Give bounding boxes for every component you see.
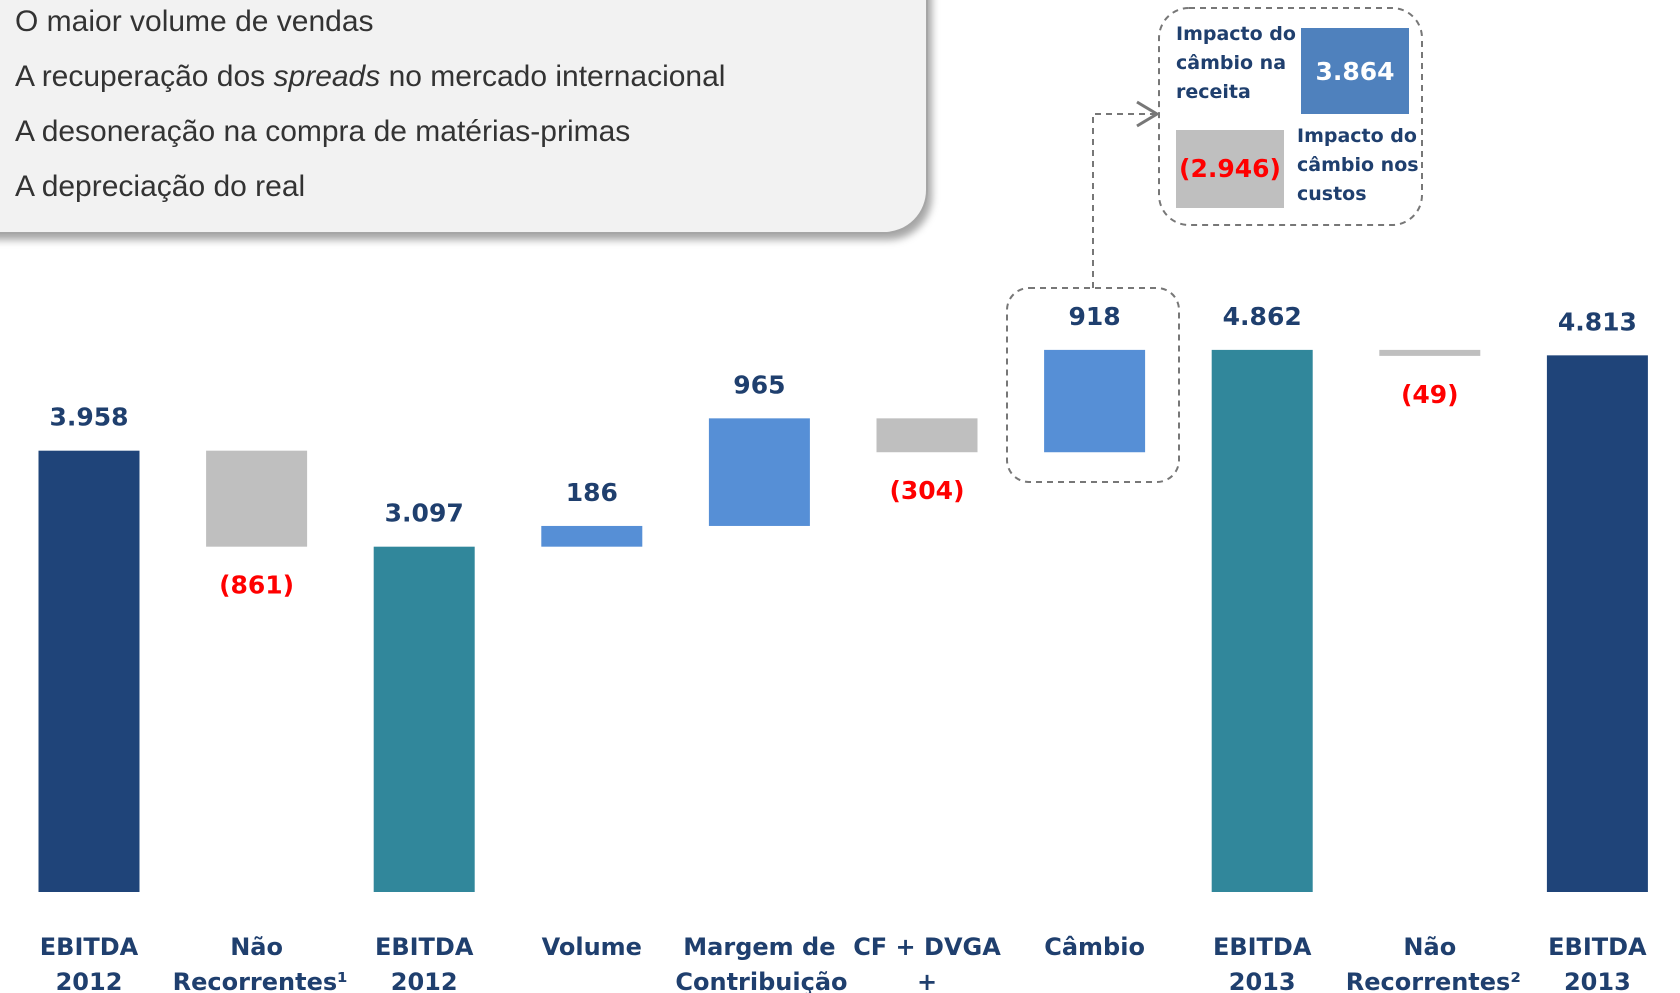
x-tick-label: Volume [541,933,642,961]
value-label: (861) [219,571,294,600]
value-label: 918 [1069,302,1121,331]
value-label: 3.958 [49,403,128,432]
x-tick-label: Não Recorrentes² [1345,933,1521,993]
value-label: (304) [889,476,964,505]
highlight-box [1006,287,1180,483]
inset-label: Impacto do câmbio na receita [1176,23,1296,103]
bullet-part: no mercado internacional [380,60,726,93]
bar [206,450,308,547]
bar [38,450,140,892]
bullet: A depreciação do real [15,170,306,203]
bar [708,418,810,526]
value-label: 186 [566,478,618,507]
x-tick-label: EBITDA 2013 [1548,933,1647,993]
value-label: 4.813 [1558,307,1637,336]
bullet-part: A recuperação dos [15,60,274,93]
bar [1546,355,1648,893]
x-tick-label: CF + DVGA + Outros [853,933,1001,993]
bar [876,418,978,453]
bar [373,546,475,892]
inset-value: (2.946) [1179,154,1281,183]
inset-value: 3.864 [1315,57,1394,86]
inset-box [1158,7,1423,226]
x-tick-label: EBITDA 2012 Recorrente [374,933,474,993]
value-label: 3.097 [385,499,464,528]
bullet: O maior volume de vendas [15,5,374,38]
bullet-box: O maior volume de vendas A recuperação do… [0,0,928,234]
bar [1044,349,1146,453]
bullet-part: spreads [273,60,381,93]
x-tick-label: Não Recorrentes¹ [172,933,348,993]
bar [541,525,643,547]
value-label: (49) [1401,380,1459,409]
x-tick-label: EBITDA 2012 [39,933,139,993]
x-tick-label: EBITDA 2013 Recorrente [1212,933,1312,993]
bullet: A recuperação dos spreads no mercado int… [15,60,725,94]
inset-bar [1176,130,1284,208]
inset-bar [1301,28,1409,114]
inset-label: Impacto do câmbio nos custos [1297,125,1419,205]
bar [1379,349,1481,356]
bar [1211,349,1313,893]
x-tick-label: Câmbio [1044,933,1145,961]
value-label: 965 [733,370,785,399]
connector [1092,100,1160,288]
value-label: 4.862 [1223,302,1302,331]
bullet: A desoneração na compra de matérias-prim… [15,115,631,148]
x-tick-label: Margem de Contribuição [675,933,848,993]
